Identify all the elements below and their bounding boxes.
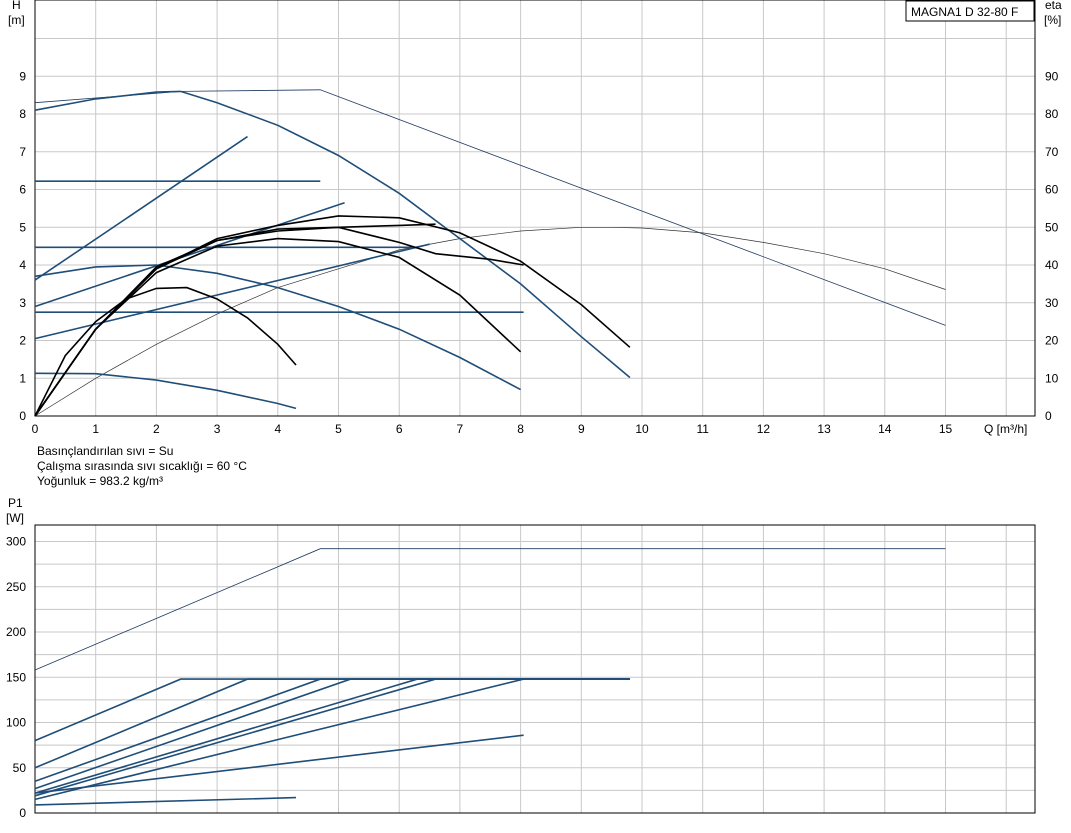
x-tick-label: 10	[635, 422, 649, 436]
x-tick-label: 0	[32, 422, 39, 436]
y-tick-label: 8	[19, 107, 26, 121]
power-chart-y-ticks: 0 50 100 150 200 250 300	[6, 535, 26, 821]
y-tick-label: 9	[19, 69, 26, 83]
power-curve	[34, 678, 630, 790]
x-tick-label: 4	[274, 422, 281, 436]
x-tick-label: 9	[578, 422, 585, 436]
y2-axis-unit: [%]	[1044, 13, 1061, 27]
power-curve	[34, 734, 524, 794]
power-curve	[34, 796, 297, 806]
power-curve	[34, 678, 630, 797]
y-tick-label: 7	[19, 145, 26, 159]
x-tick-label: 6	[396, 422, 403, 436]
system-curve	[34, 215, 631, 417]
y2-tick-label: 20	[1045, 334, 1059, 348]
x-tick-label: 12	[757, 422, 771, 436]
power-y-tick-label: 150	[6, 670, 26, 684]
x-tick-label: 13	[817, 422, 831, 436]
pump-curve	[34, 372, 297, 410]
x-tick-label: 15	[939, 422, 953, 436]
y2-tick-label: 0	[1045, 409, 1052, 423]
y2-tick-label: 90	[1045, 69, 1059, 83]
power-y-axis-label: P1	[8, 496, 23, 510]
y2-axis-label: eta	[1045, 0, 1062, 12]
x-tick-label: 3	[214, 422, 221, 436]
y-axis-label: H	[12, 0, 21, 12]
system-curve	[34, 237, 522, 417]
efficiency-curve	[34, 226, 946, 417]
y2-tick-label: 80	[1045, 107, 1059, 121]
y2-tick-label: 50	[1045, 220, 1059, 234]
power-y-tick-label: 300	[6, 535, 26, 549]
power-chart-grid	[35, 525, 1035, 813]
y-axis-unit: [m]	[8, 13, 25, 27]
x-axis-label: Q [m³/h]	[984, 422, 1027, 436]
head-chart-x-ticks: 0 1 2 3 4 5 6 7 8 9 10 11 12 13 14 15	[32, 422, 953, 436]
power-chart-curves	[34, 548, 946, 806]
y-tick-label: 1	[19, 371, 26, 385]
x-tick-label: 8	[517, 422, 524, 436]
power-chart-frame	[34, 524, 1036, 814]
power-y-tick-label: 50	[13, 761, 27, 775]
pump-curve	[34, 90, 631, 379]
x-tick-label: 7	[457, 422, 464, 436]
x-tick-label: 1	[92, 422, 99, 436]
head-chart-y-ticks: 0 1 2 3 4 5 6 7 8 9	[19, 69, 26, 423]
x-tick-label: 5	[335, 422, 342, 436]
head-chart-y2-ticks: 0 10 20 30 40 50 60 70 80 90	[1045, 69, 1059, 423]
info-fluid: Basınçlandırılan sıvı = Su	[37, 444, 173, 458]
y-tick-label: 5	[19, 220, 26, 234]
y-tick-label: 3	[19, 296, 26, 310]
y2-tick-label: 30	[1045, 296, 1059, 310]
x-tick-label: 11	[696, 422, 709, 436]
power-y-tick-label: 100	[6, 716, 26, 730]
y-tick-label: 4	[19, 258, 26, 272]
head-chart-curves	[34, 89, 946, 417]
y2-tick-label: 40	[1045, 258, 1059, 272]
power-y-axis-unit: [W]	[6, 511, 24, 525]
y-tick-label: 2	[19, 334, 26, 348]
y-tick-label: 0	[19, 409, 26, 423]
y2-tick-label: 60	[1045, 183, 1059, 197]
info-density: Yoğunluk = 983.2 kg/m³	[37, 474, 163, 488]
y2-tick-label: 10	[1045, 371, 1059, 385]
product-label: MAGNA1 D 32-80 F	[911, 5, 1018, 19]
x-tick-label: 14	[878, 422, 892, 436]
proportional-pressure-line	[34, 201, 345, 308]
y2-tick-label: 70	[1045, 145, 1059, 159]
power-curve	[34, 678, 630, 801]
power-curve	[34, 548, 946, 671]
product-label-box	[905, 0, 1035, 22]
power-y-tick-label: 200	[6, 625, 26, 639]
power-y-tick-label: 0	[19, 806, 26, 820]
pump-curve	[34, 264, 521, 391]
power-curve	[34, 678, 630, 769]
efficiency-curve	[34, 89, 946, 326]
y-tick-label: 6	[19, 183, 26, 197]
head-chart-grid	[35, 0, 1035, 416]
power-y-tick-label: 250	[6, 580, 26, 594]
head-chart-frame	[34, 0, 1036, 417]
proportional-pressure-line	[34, 135, 248, 281]
system-curve	[34, 286, 297, 417]
system-curve	[34, 223, 436, 417]
power-curve	[34, 678, 630, 794]
info-temperature: Çalışma sırasında sıvı sıcaklığı = 60 °C	[37, 459, 247, 473]
x-tick-label: 2	[153, 422, 160, 436]
